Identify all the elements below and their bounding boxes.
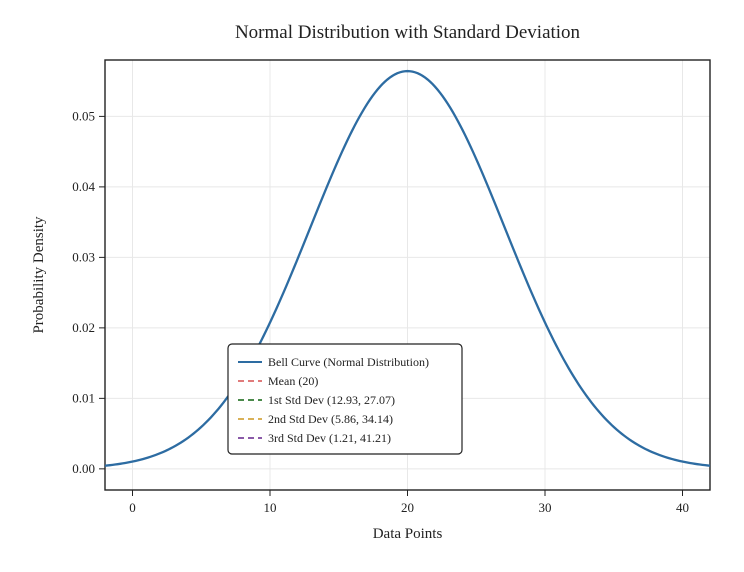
y-tick-label: 0.03 [72, 249, 95, 264]
normal-distribution-chart: 0 10 20 30 40 0.00 0.01 0.02 0.03 0.04 0.05 Data Po… [0, 0, 744, 572]
y-tick-label: 0.02 [72, 320, 95, 335]
legend-label: 1st Std Dev (12.93, 27.07) [268, 393, 395, 407]
legend-label: Bell Curve (Normal Distribution) [268, 355, 429, 369]
y-axis-label: Probability Density [31, 216, 47, 334]
x-tick-label: 10 [264, 500, 277, 515]
legend-label: Mean (20) [268, 374, 318, 388]
legend-label: 2nd Std Dev (5.86, 34.14) [268, 412, 393, 426]
legend-label: 3rd Std Dev (1.21, 41.21) [268, 431, 391, 445]
chart-title: Normal Distribution with Standard Deviat… [235, 22, 581, 43]
chart-container: 0 10 20 30 40 0.00 0.01 0.02 0.03 0.04 0.05 Data Po… [0, 0, 744, 572]
y-tick-label: 0.05 [72, 108, 95, 123]
y-tick-label: 0.01 [72, 390, 95, 405]
x-tick-label: 40 [676, 500, 689, 515]
x-tick-label: 0 [129, 500, 136, 515]
y-tick-label: 0.00 [72, 461, 95, 476]
y-tick-label: 0.04 [72, 179, 95, 194]
x-tick-label: 20 [401, 500, 414, 515]
x-tick-label: 30 [539, 500, 552, 515]
x-axis-label: Data Points [373, 526, 443, 542]
